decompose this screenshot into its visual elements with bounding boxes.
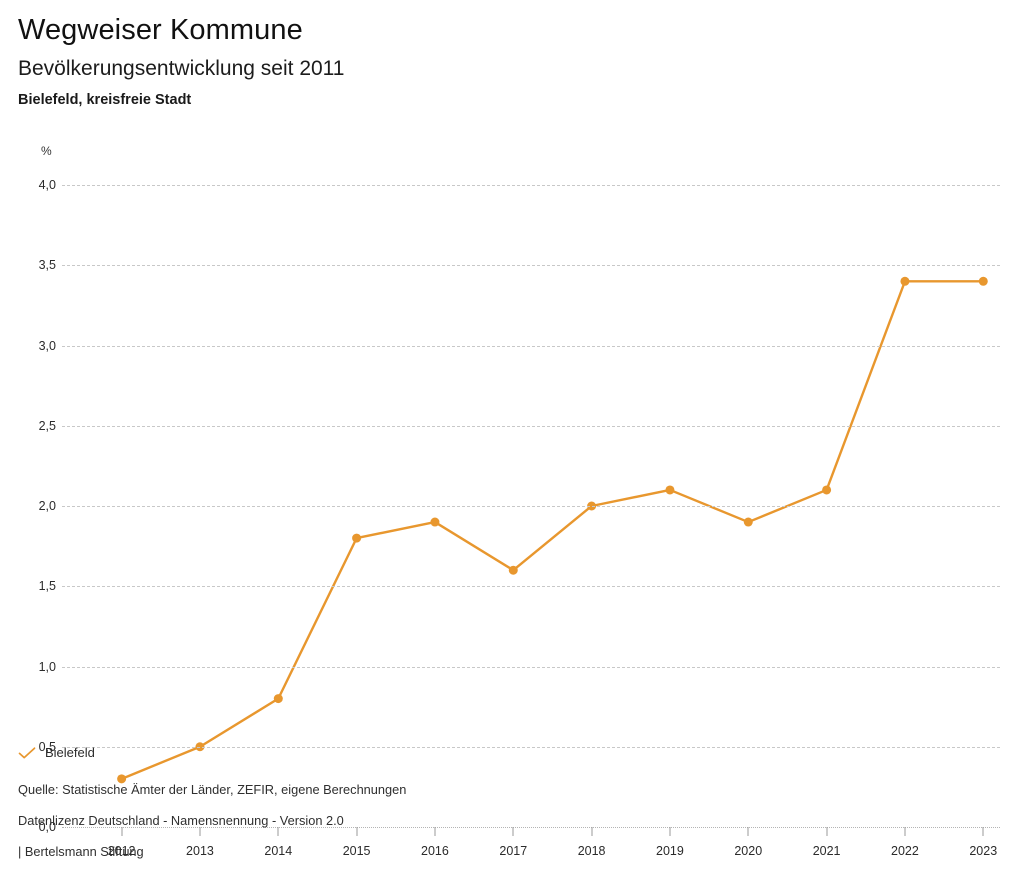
x-axis-tick [356,827,358,836]
x-axis-tick [747,827,749,836]
x-axis-tick-label: 2020 [734,844,763,858]
footer-publisher: | Bertelsmann Stiftung [18,843,144,859]
page-title: Wegweiser Kommune [18,14,303,46]
x-axis-tick-label: 2012 [107,844,136,858]
x-axis-tick [904,827,906,836]
legend-item-bielefeld[interactable]: Bielefeld [45,745,95,760]
data-point[interactable] [822,485,832,495]
check-icon [18,746,36,760]
y-axis-tick-label: 1,0 [38,659,56,674]
line-series-bielefeld [117,276,988,784]
data-point[interactable] [508,565,518,575]
x-axis-tick-label: 2013 [186,844,214,858]
x-axis-tick-label: 2022 [891,844,919,858]
gridline [62,506,1000,507]
y-axis-tick-label: 2,0 [38,499,56,513]
gridline [62,586,1000,588]
y-axis-unit-label: % [41,144,52,158]
x-axis-tick [121,827,123,836]
chart-footer: Quelle: Statistische Ämter der Länder, Z… [18,782,978,859]
y-axis-tick-label: 4,0 [38,178,56,192]
gridline [62,666,1000,668]
x-axis: 2012 2013 2014 2015 2016 2017 2018 2019 2020 2021… [62,827,1000,867]
x-axis-tick [434,827,436,836]
gridline [62,425,1000,427]
x-axis-tick [277,827,279,836]
y-axis-tick-label: 3,0 [38,338,56,353]
region-label: Bielefeld, kreisfreie Stadt [18,91,192,108]
data-point[interactable] [117,774,127,784]
y-axis-tick-label: 3,5 [38,258,56,273]
x-axis-tick-label: 2017 [499,844,528,858]
page-subtitle: Bevölkerungsentwicklung seit 2011 [18,57,345,81]
x-axis-tick [199,827,201,836]
series-line [120,280,985,781]
y-axis-tick-label: 0,5 [38,739,56,754]
footer-license: Datenlizenz Deutschland - Namensnennung … [18,812,344,828]
x-axis-tick-label: 2021 [812,844,841,858]
x-axis-tick-label: 2019 [656,844,684,858]
x-axis-tick [982,827,984,836]
x-axis-tick [669,827,671,836]
y-axis: 0,0 0,5 1,0 1,5 2,0 2,5 3,0 3,5 4,0 [0,178,56,834]
chart-container: % 0,0 0,5 1,0 1,5 2,0 2,5 3,0 3,5 4,0 2012 2013 20… [0,140,1024,858]
data-point[interactable] [978,276,988,286]
chart-legend: Bielefeld [18,745,95,760]
x-axis-tick [512,827,514,836]
data-point[interactable] [273,694,283,704]
data-point[interactable] [430,517,440,527]
gridline [62,345,1000,347]
data-point[interactable] [665,485,675,495]
plot-area [62,185,1000,828]
gridline [62,746,1000,748]
data-point[interactable] [352,533,362,543]
x-axis-tick-label: 2014 [264,844,293,858]
footer-source: Quelle: Statistische Ämter der Länder, Z… [18,782,407,797]
x-axis-tick-label: 2018 [577,844,606,858]
data-point[interactable] [743,517,753,527]
data-point[interactable] [900,276,910,286]
x-axis-tick-label: 2015 [342,844,371,858]
y-axis-tick-label: 2,5 [38,418,56,433]
gridline [62,265,1000,267]
x-axis-tick-label: 2016 [421,844,449,858]
x-axis-tick [591,827,593,836]
y-axis-tick-label: 1,5 [38,579,56,594]
y-axis-tick-label: 0,0 [38,820,56,834]
x-axis-tick [826,827,828,836]
page-header: Wegweiser Kommune Bevölkerungsentwicklun… [18,14,978,109]
gridline [62,827,1000,828]
x-axis-tick-label: 2023 [969,844,998,858]
gridline [62,185,1000,186]
